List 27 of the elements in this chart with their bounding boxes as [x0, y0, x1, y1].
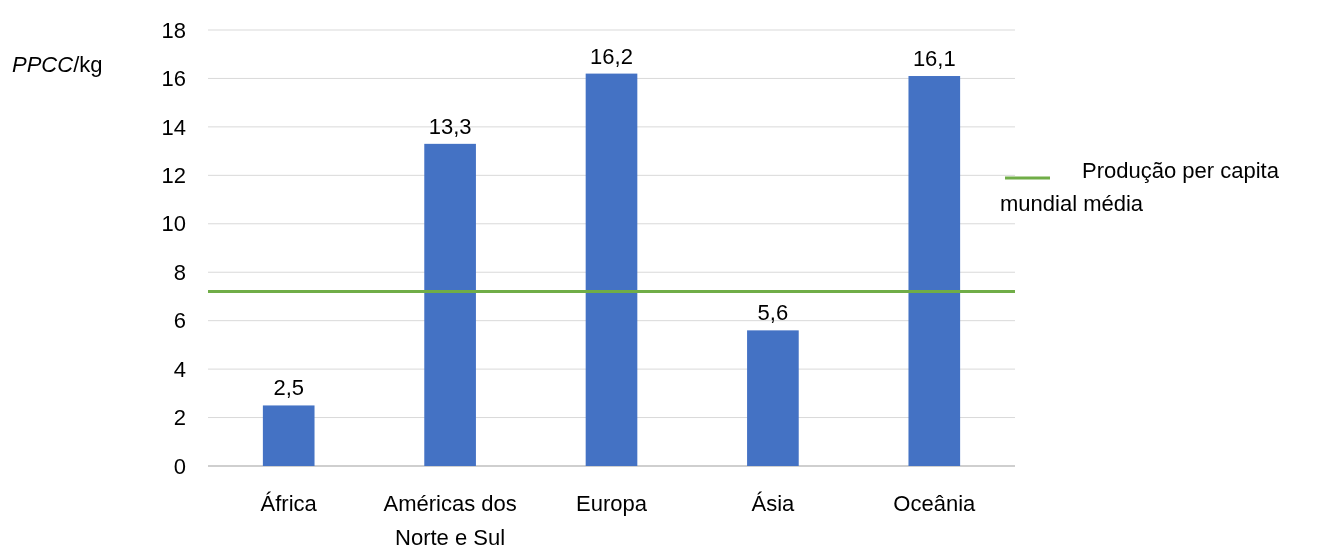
y-tick-label: 8	[173, 259, 186, 285]
bar	[908, 76, 961, 466]
y-tick-label: 6	[173, 308, 186, 334]
y-tick-label: 4	[173, 356, 186, 382]
data-label: 13,3	[428, 113, 472, 139]
bar	[585, 73, 638, 466]
bar	[424, 143, 476, 466]
bar	[262, 405, 315, 466]
y-axis-title: PPCC/kg	[12, 52, 103, 77]
y-tick-label: 10	[161, 211, 186, 237]
legend-label: Produção per capita mundial média	[1000, 158, 1280, 216]
x-tick-label: Europa	[576, 491, 648, 516]
y-tick-label: 2	[173, 405, 186, 431]
y-tick-label: 12	[161, 163, 186, 189]
data-label: 16,1	[912, 46, 956, 72]
x-tick-label: Américas dos Norte e Sul	[383, 491, 517, 550]
data-label: 2,5	[273, 375, 304, 401]
data-label: 16,2	[590, 43, 633, 69]
bar	[747, 330, 799, 466]
x-tick-label: África	[260, 491, 318, 516]
x-tick-label: Ásia	[751, 491, 796, 516]
y-tick-label: 18	[161, 17, 186, 43]
data-label: 5,6	[757, 300, 789, 326]
y-tick-label: 0	[173, 453, 186, 479]
y-tick-label: 16	[161, 66, 186, 92]
x-tick-label: Oceânia	[893, 491, 977, 516]
y-tick-label: 14	[161, 114, 186, 140]
